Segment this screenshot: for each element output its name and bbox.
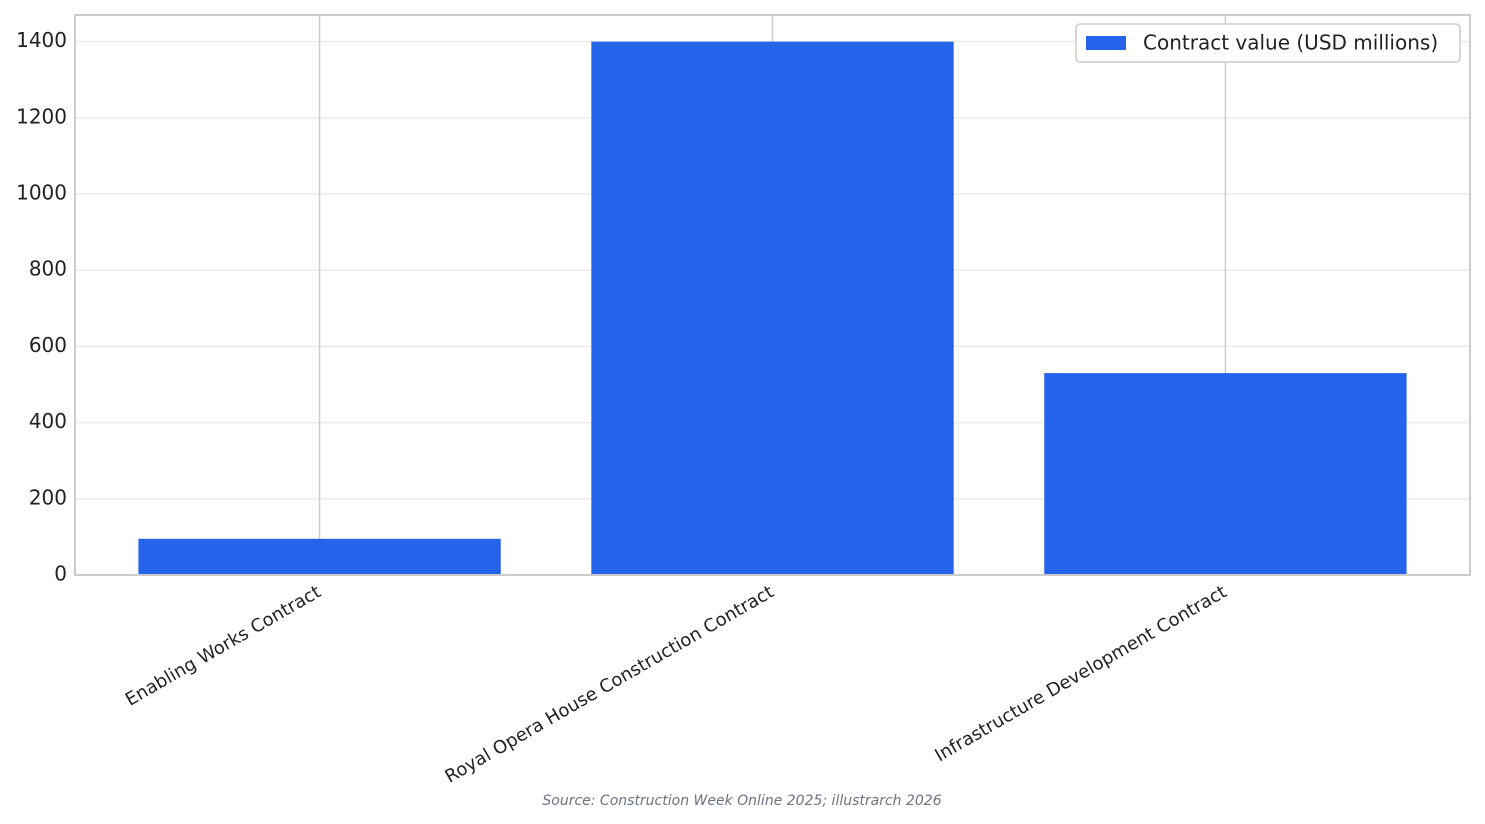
legend: Contract value (USD millions) bbox=[1075, 23, 1461, 63]
y-tick-label: 800 bbox=[29, 257, 67, 281]
y-tick-label: 0 bbox=[54, 562, 67, 586]
x-tick-label: Infrastructure Development Contract bbox=[931, 581, 1230, 766]
legend-label: Contract value (USD millions) bbox=[1143, 31, 1438, 55]
legend-swatch bbox=[1086, 36, 1126, 50]
plot-frame bbox=[74, 14, 1471, 576]
bar bbox=[591, 41, 954, 575]
source-note: Source: Construction Week Online 2025; i… bbox=[542, 793, 941, 809]
y-tick-label: 200 bbox=[29, 485, 67, 509]
bar bbox=[138, 538, 501, 575]
x-tick-label: Enabling Works Contract bbox=[122, 581, 325, 710]
x-tick-label: Royal Opera House Construction Contract bbox=[442, 581, 778, 787]
legend-box bbox=[1075, 23, 1461, 63]
y-tick-label: 400 bbox=[29, 409, 67, 433]
y-tick-label: 1200 bbox=[16, 104, 67, 128]
y-tick-label: 1000 bbox=[16, 181, 67, 205]
bar bbox=[1044, 373, 1407, 575]
y-tick-label: 600 bbox=[29, 333, 67, 357]
y-tick-label: 1400 bbox=[16, 28, 67, 52]
